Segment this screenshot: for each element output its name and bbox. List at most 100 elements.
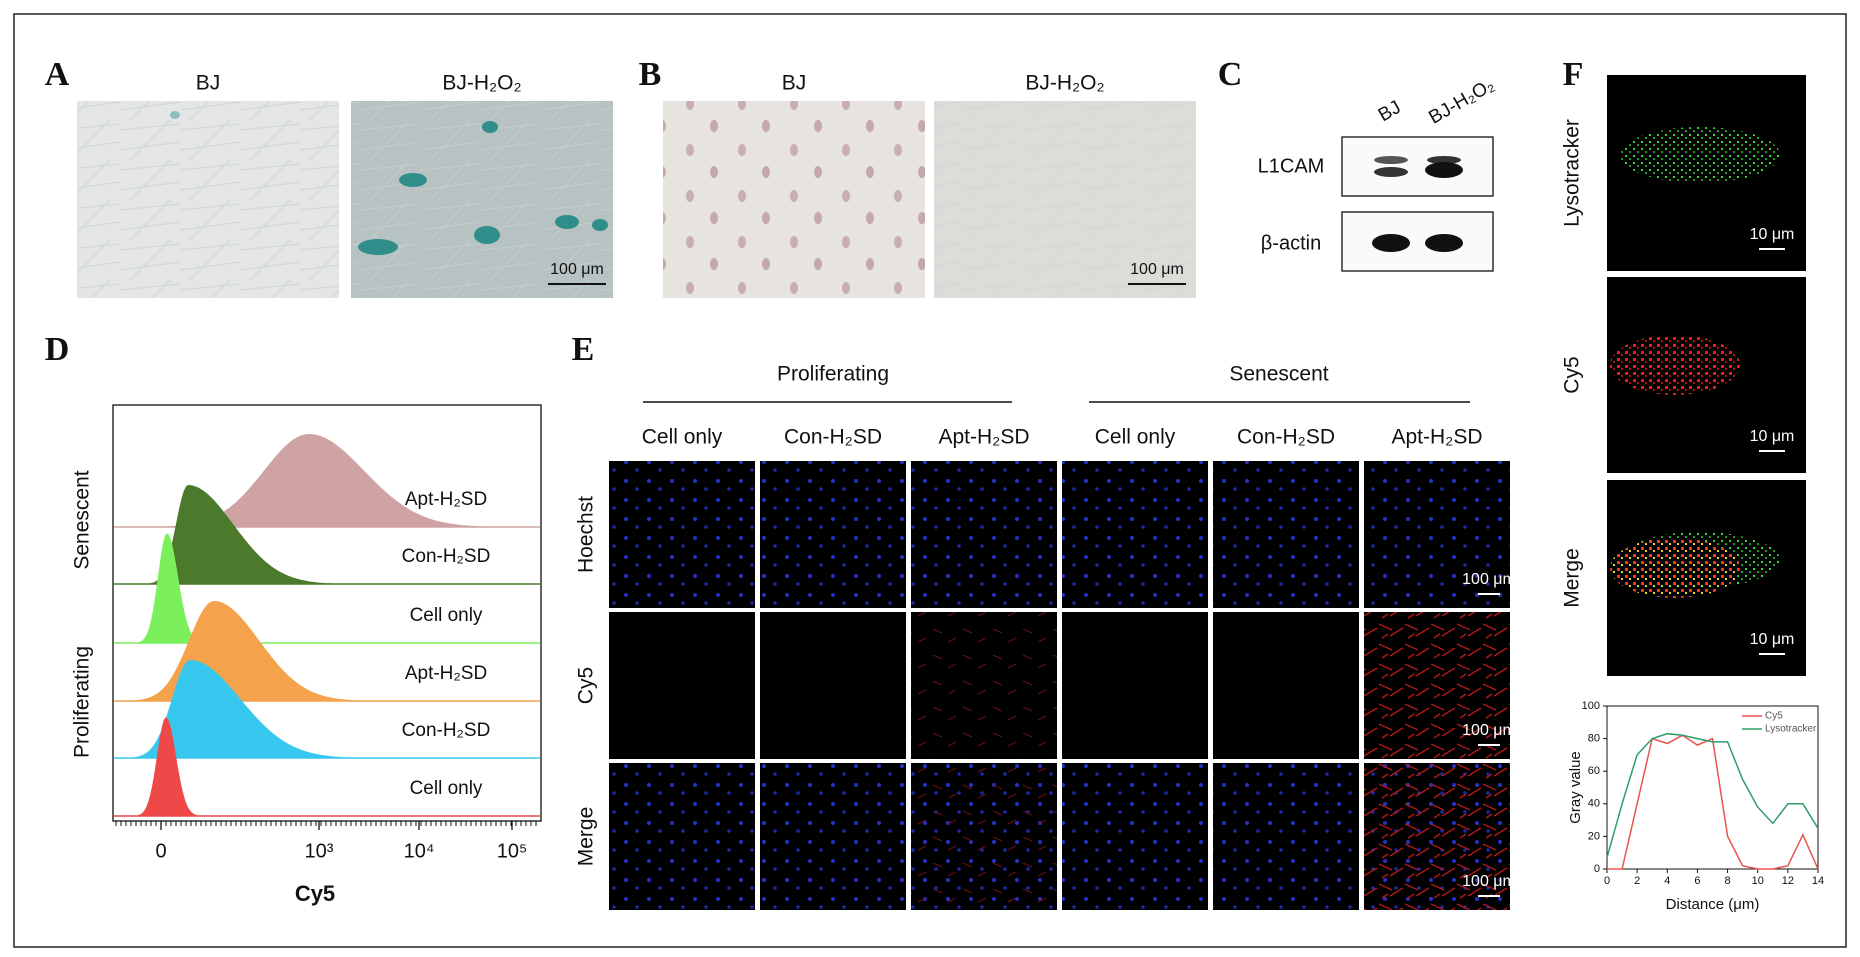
panel-label: E xyxy=(572,331,595,368)
nuclei-stain xyxy=(1213,461,1359,608)
legend-label: Cy5 xyxy=(1765,711,1783,722)
panel-label: F xyxy=(1563,56,1584,93)
row-label: Cy5 xyxy=(575,667,598,704)
row-label: Merge xyxy=(575,807,598,867)
scale-bar-label: 10 μm xyxy=(1750,428,1795,445)
group-label: Senescent xyxy=(1229,363,1328,386)
row-label: Apt-H₂SD xyxy=(405,663,487,684)
column-label: BJ-H₂O₂ xyxy=(442,72,521,95)
x-tick-label: 0 xyxy=(1604,875,1610,887)
micrograph-texture xyxy=(934,101,1196,298)
scale-bar-label: 10 μm xyxy=(1750,226,1795,243)
plot-frame xyxy=(1606,705,1819,870)
row-label: Lysotracker xyxy=(1561,119,1584,227)
micrograph xyxy=(609,612,755,759)
cy5-stain xyxy=(911,763,1057,910)
nuclei-stain xyxy=(760,763,906,910)
blot-box xyxy=(1341,136,1494,197)
nuclei-stain xyxy=(1213,763,1359,910)
staining-blobs xyxy=(358,121,608,255)
x-tick-label: 10⁴ xyxy=(404,840,435,862)
data-line xyxy=(1607,734,1819,870)
x-tick-label: 14 xyxy=(1812,875,1824,887)
nuclei-stain xyxy=(609,461,755,608)
row-label: Apt-H₂SD xyxy=(405,489,487,510)
y-axis-label: Gray value xyxy=(1567,751,1584,824)
micrograph-texture xyxy=(77,101,339,298)
column-label: BJ xyxy=(1375,97,1405,126)
column-label: Cell only xyxy=(642,426,723,449)
micrograph-texture xyxy=(351,101,613,298)
data-line xyxy=(1606,732,1819,858)
y-tick-label: 80 xyxy=(1588,733,1600,745)
panel-label: A xyxy=(45,56,70,93)
row-label: L1CAM xyxy=(1258,155,1325,177)
histogram-shape xyxy=(114,660,540,758)
row-label: Merge xyxy=(1561,548,1584,608)
figure-border xyxy=(13,13,1847,948)
micrograph xyxy=(760,612,906,759)
scale-bar-label: 100 μm xyxy=(1462,571,1516,588)
micrograph xyxy=(1213,612,1359,759)
cy5-stain xyxy=(1364,763,1510,910)
x-tick-label: 12 xyxy=(1782,875,1794,887)
cy5-signal xyxy=(1610,335,1740,395)
panel-label: B xyxy=(639,56,662,93)
scale-bar-label: 100 μm xyxy=(1130,261,1184,278)
micrograph xyxy=(1062,612,1208,759)
y-tick-label: 40 xyxy=(1588,798,1600,810)
group-label: Proliferating xyxy=(777,363,889,386)
column-label: Cell only xyxy=(1095,426,1176,449)
x-tick-label: 10³ xyxy=(305,840,334,862)
x-axis-label: Distance (μm) xyxy=(1666,896,1760,913)
group-label: Senescent xyxy=(71,470,94,569)
y-tick-label: 0 xyxy=(1594,863,1600,875)
y-tick-label: 60 xyxy=(1588,765,1600,777)
column-label: Con-H₂SD xyxy=(784,426,882,449)
histogram-shape xyxy=(114,717,540,816)
panel-label: D xyxy=(45,331,70,368)
nuclei-stain xyxy=(1364,461,1510,608)
column-label: BJ-H₂O₂ xyxy=(1025,72,1104,95)
histogram-shape xyxy=(114,485,540,584)
y-tick-label: 20 xyxy=(1588,830,1600,842)
scale-bar-label: 100 μm xyxy=(1462,873,1516,890)
x-tick-label: 0 xyxy=(155,840,166,862)
staining-blob xyxy=(170,111,180,119)
legend-label: Lysotracker xyxy=(1765,724,1817,735)
x-tick-label: 4 xyxy=(1664,875,1670,887)
group-label: Proliferating xyxy=(71,646,94,758)
y-tick-label: 100 xyxy=(1582,700,1600,712)
column-label: BJ xyxy=(782,72,807,95)
row-label: Cy5 xyxy=(1561,356,1584,393)
x-tick-label: 6 xyxy=(1694,875,1700,887)
cy5-stain xyxy=(911,612,1057,759)
histogram-shape xyxy=(114,601,540,701)
nuclei-stain xyxy=(609,763,755,910)
histogram-shape xyxy=(114,434,540,527)
panel-label: C xyxy=(1218,56,1243,93)
x-tick-label: 10⁵ xyxy=(497,840,528,862)
column-label: Apt-H₂SD xyxy=(1391,426,1482,449)
plot-frame xyxy=(112,404,542,822)
column-label: BJ xyxy=(196,72,221,95)
row-label: Con-H₂SD xyxy=(402,720,491,741)
scale-bar-label: 100 μm xyxy=(1462,722,1516,739)
row-label: β-actin xyxy=(1261,232,1321,254)
scale-bar-label: 100 μm xyxy=(550,261,604,278)
nuclei-stain xyxy=(1062,461,1208,608)
blot-bands xyxy=(1372,156,1463,252)
histogram-shape xyxy=(114,533,540,643)
micrograph-texture xyxy=(663,101,925,298)
nuclei-stain xyxy=(760,461,906,608)
blot-box xyxy=(1341,211,1494,272)
row-label: Hoechst xyxy=(575,496,598,573)
column-label: BJ-H₂O₂ xyxy=(1425,75,1498,129)
row-label: Cell only xyxy=(410,778,483,799)
row-label: Cell only xyxy=(410,605,483,626)
x-tick-label: 10 xyxy=(1752,875,1764,887)
column-label: Apt-H₂SD xyxy=(938,426,1029,449)
nuclei-stain xyxy=(1062,763,1208,910)
